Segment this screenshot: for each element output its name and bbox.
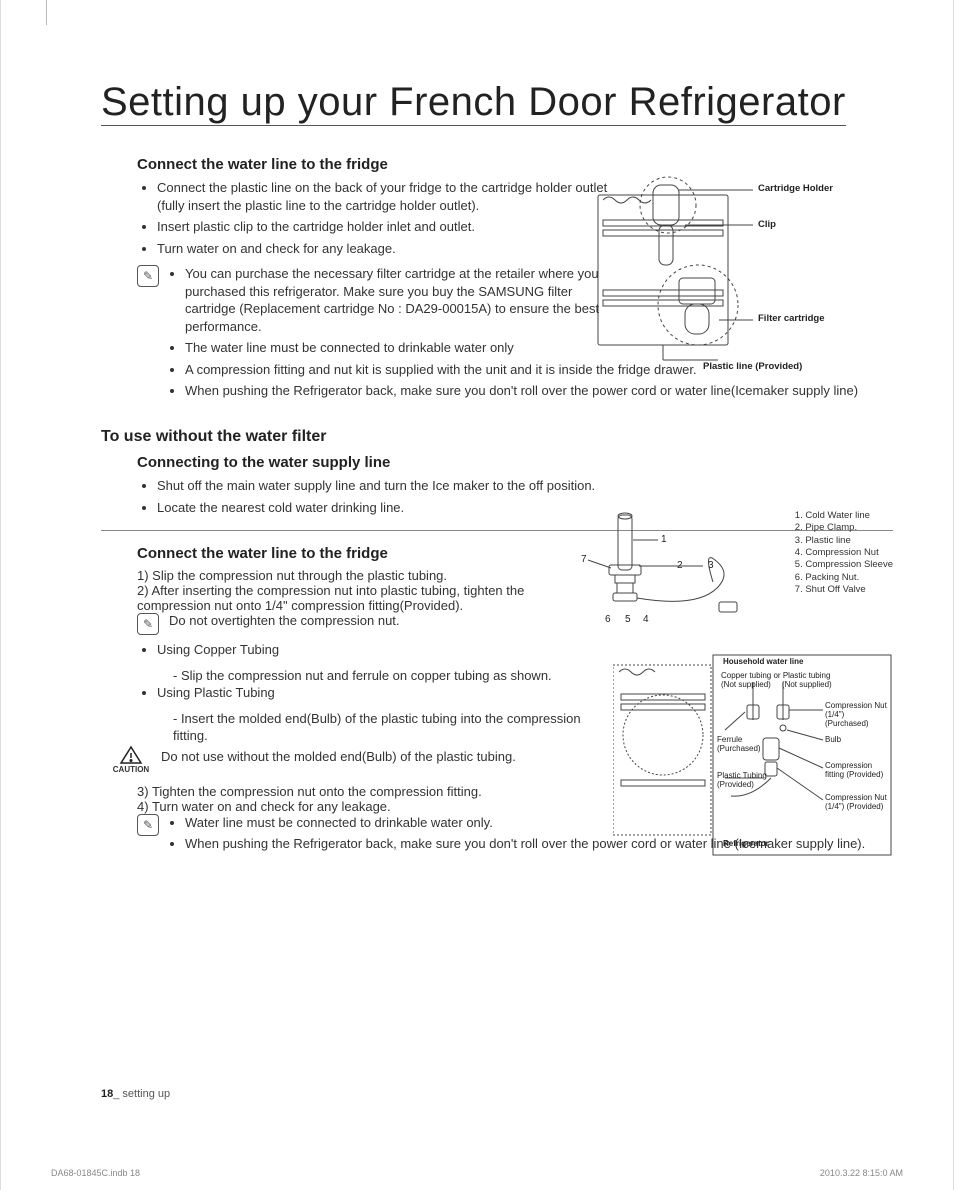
sub-step: - Insert the molded end(Bulb) of the pla…: [173, 710, 613, 745]
caution-text: Do not use without the molded end(Bulb) …: [161, 745, 516, 764]
note-icon: ✎: [137, 613, 159, 635]
bullet: Connect the plastic line on the back of …: [157, 179, 617, 214]
bullet: Turn water on and check for any leakage.: [157, 240, 617, 258]
print-file: DA68-01845C.indb 18: [51, 1168, 140, 1178]
fig-num: 6: [605, 614, 611, 625]
fig1-label: Plastic line (Provided): [703, 362, 802, 372]
bullet: Shut off the main water supply line and …: [157, 477, 617, 495]
tubing-options: Using Copper Tubing: [157, 641, 617, 659]
s2a-heading: Connecting to the water supply line: [137, 454, 893, 471]
fig3-label: Compression Nut (1/4") (Provided): [825, 794, 889, 812]
figure-connection: Household water line Copper tubing or Pl…: [613, 650, 893, 870]
bullet: Using Plastic Tubing: [157, 684, 617, 702]
fig-num: 5: [625, 614, 631, 625]
s2-heading: To use without the water filter: [101, 428, 893, 446]
crop-mark: [46, 0, 47, 25]
fig-num: 2: [677, 560, 683, 571]
fig3-label: Ferrule (Purchased): [717, 736, 761, 754]
fig-num: 1: [661, 534, 667, 545]
page: Setting up your French Door Refrigerator…: [0, 0, 954, 1190]
fig3-label: Household water line: [723, 658, 803, 667]
fig-num: 3: [708, 560, 714, 571]
print-mark: DA68-01845C.indb 18 2010.3.22 8:15:0 AM: [51, 1164, 903, 1178]
fig3-label: Compression fitting (Provided): [825, 762, 889, 780]
figure-cartridge: Cartridge Holder Clip Filter cartridge P…: [593, 170, 893, 380]
fig-num: 4: [643, 614, 649, 625]
tubing-options: Using Plastic Tubing: [157, 684, 617, 702]
fig3-label: Plastic Tubing (Provided): [717, 772, 769, 790]
bullet: Using Copper Tubing: [157, 641, 617, 659]
fig1-label: Clip: [758, 220, 776, 230]
fig2-legend: 1. Cold Water line 2. Pipe Clamp. 3. Pla…: [795, 510, 893, 596]
fig2-svg: [573, 510, 753, 630]
figure-valve: 1 2 3 4 5 6 7 1. Cold Water line 2. Pipe…: [573, 510, 893, 630]
page-footer: 18_ setting up: [101, 1088, 170, 1100]
bullet: Insert plastic clip to the cartridge hol…: [157, 218, 617, 236]
fig3-label: Compression Nut (1/4") (Purchased): [825, 702, 889, 728]
bullet: You can purchase the necessary filter ca…: [185, 265, 605, 335]
note-icon: ✎: [137, 814, 159, 836]
bullet: Locate the nearest cold water drinking l…: [157, 499, 617, 517]
fig1-label: Cartridge Holder: [758, 184, 833, 194]
print-date: 2010.3.22 8:15:0 AM: [820, 1168, 903, 1178]
s2a-bullets: Shut off the main water supply line and …: [157, 477, 617, 516]
fig3-label: Bulb: [825, 736, 841, 745]
fig1-svg: [593, 170, 893, 380]
caution-icon: CAUTION: [107, 745, 155, 774]
fig3-label: Copper tubing or Plastic tubing (Not sup…: [721, 672, 861, 690]
page-title: Setting up your French Door Refrigerator: [101, 80, 846, 126]
fig3-label: Refrigerator: [723, 840, 769, 849]
fig-num: 7: [581, 554, 587, 565]
step: 1) Slip the compression nut through the …: [137, 568, 577, 583]
s1-bullets: Connect the plastic line on the back of …: [157, 179, 617, 257]
fig1-label: Filter cartridge: [758, 314, 825, 324]
bullet: When pushing the Refrigerator back, make…: [185, 382, 893, 400]
note-icon: ✎: [137, 265, 159, 287]
step: 2) After inserting the compression nut i…: [137, 583, 577, 613]
sub-step: - Slip the compression nut and ferrule o…: [173, 667, 613, 685]
